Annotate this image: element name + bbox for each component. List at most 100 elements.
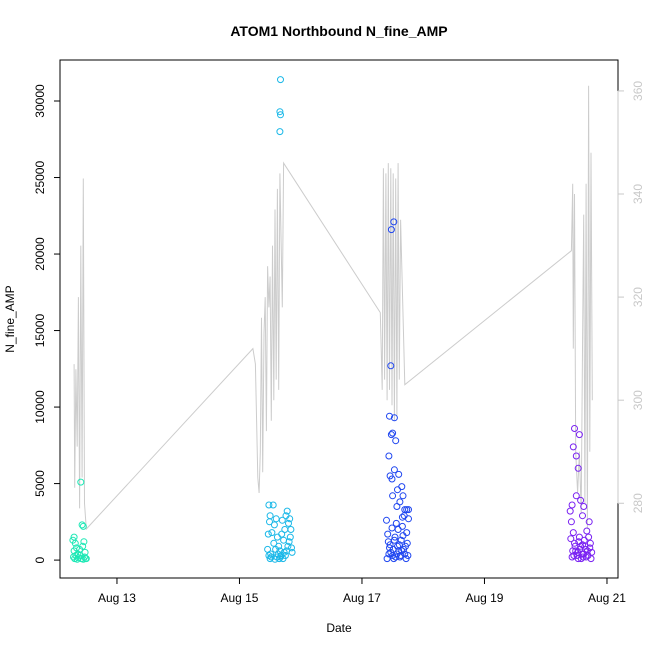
data-point (569, 443, 577, 451)
data-point (570, 552, 578, 559)
data-point (571, 539, 578, 547)
data-point (568, 501, 576, 509)
data-point (384, 530, 392, 538)
data-point (272, 545, 280, 553)
y-tick-label: 15000 (33, 314, 47, 348)
data-point (82, 555, 90, 563)
data-point (575, 431, 583, 439)
data-point (399, 532, 407, 540)
x-axis-label: Date (326, 621, 352, 635)
data-point (286, 533, 294, 541)
data-point (577, 496, 585, 504)
y-tick-label: 10000 (33, 390, 47, 424)
points-layer (69, 76, 596, 563)
data-point (385, 550, 393, 558)
data-point (269, 501, 277, 509)
data-point (405, 506, 412, 514)
data-point (388, 475, 396, 483)
data-point (398, 513, 406, 521)
data-point (585, 518, 593, 526)
data-point (566, 507, 574, 515)
data-point (572, 492, 580, 500)
data-point (577, 555, 585, 563)
y-tick-label: 20000 (33, 237, 47, 271)
data-point (397, 552, 405, 559)
y-tick-label: 30000 (33, 84, 47, 118)
data-point (77, 478, 85, 486)
data-point (266, 555, 274, 563)
data-point (389, 429, 397, 437)
data-point (285, 538, 293, 546)
x-tick-label: Aug 13 (98, 591, 136, 605)
data-point (583, 527, 591, 535)
data-point (285, 519, 292, 527)
data-point (386, 541, 394, 549)
data-point (277, 111, 284, 119)
data-point (575, 533, 583, 541)
data-point (572, 547, 580, 555)
data-point (264, 530, 272, 538)
data-point (266, 518, 273, 526)
data-point (386, 412, 393, 420)
data-point (278, 530, 286, 538)
chart-title: ATOM1 Northbound N_fine_AMP (230, 23, 447, 39)
data-point (387, 431, 395, 439)
data-point (78, 521, 86, 529)
data-point (391, 533, 399, 541)
data-point (278, 516, 286, 524)
line-layer (73, 85, 593, 531)
data-point (383, 555, 391, 563)
data-point (287, 526, 295, 533)
data-point (276, 108, 284, 116)
data-point (387, 226, 395, 234)
y2-tick-label: 300 (631, 390, 645, 410)
data-point (265, 501, 273, 509)
data-point (579, 553, 587, 561)
data-point (271, 555, 279, 563)
data-point (395, 541, 403, 549)
data-point (390, 218, 398, 226)
data-point (398, 483, 406, 491)
y2-tick-label: 320 (631, 287, 645, 307)
data-point (80, 538, 88, 546)
y-axis-label: N_fine_AMP (3, 285, 17, 352)
data-point (73, 544, 80, 552)
data-point (277, 76, 284, 84)
data-point (270, 539, 278, 547)
data-point (283, 547, 291, 555)
data-point (392, 519, 400, 527)
data-point (568, 553, 576, 561)
data-point (580, 503, 588, 510)
data-point (393, 503, 401, 510)
data-point (284, 542, 292, 550)
data-point (575, 538, 583, 546)
x-tick-label: Aug 17 (343, 591, 381, 605)
data-point (81, 553, 88, 561)
data-point (574, 464, 582, 472)
data-point (268, 529, 276, 537)
data-point (579, 512, 586, 520)
x-tick-label: Aug 15 (220, 591, 258, 605)
data-point (390, 466, 398, 474)
data-point (276, 128, 284, 136)
data-point (288, 544, 295, 552)
x-tick-label: Aug 21 (588, 591, 626, 605)
y-tick-label: 0 (33, 556, 47, 563)
data-point (283, 507, 291, 515)
data-point (79, 522, 87, 530)
y2-tick-label: 360 (631, 81, 645, 101)
data-point (567, 518, 575, 526)
data-point (585, 533, 593, 541)
data-point (400, 512, 408, 520)
data-point (286, 515, 294, 523)
data-point (389, 492, 397, 500)
axes-layer: Aug 13 Aug 15 Aug 17 Aug 19 Aug 21 0 5000 10000… (33, 81, 645, 605)
data-point (399, 492, 407, 500)
data-point (390, 414, 398, 422)
x-tick-label: Aug 19 (465, 591, 503, 605)
data-point (398, 547, 406, 555)
data-point (385, 452, 393, 460)
data-point (571, 425, 578, 432)
data-point (572, 452, 580, 460)
